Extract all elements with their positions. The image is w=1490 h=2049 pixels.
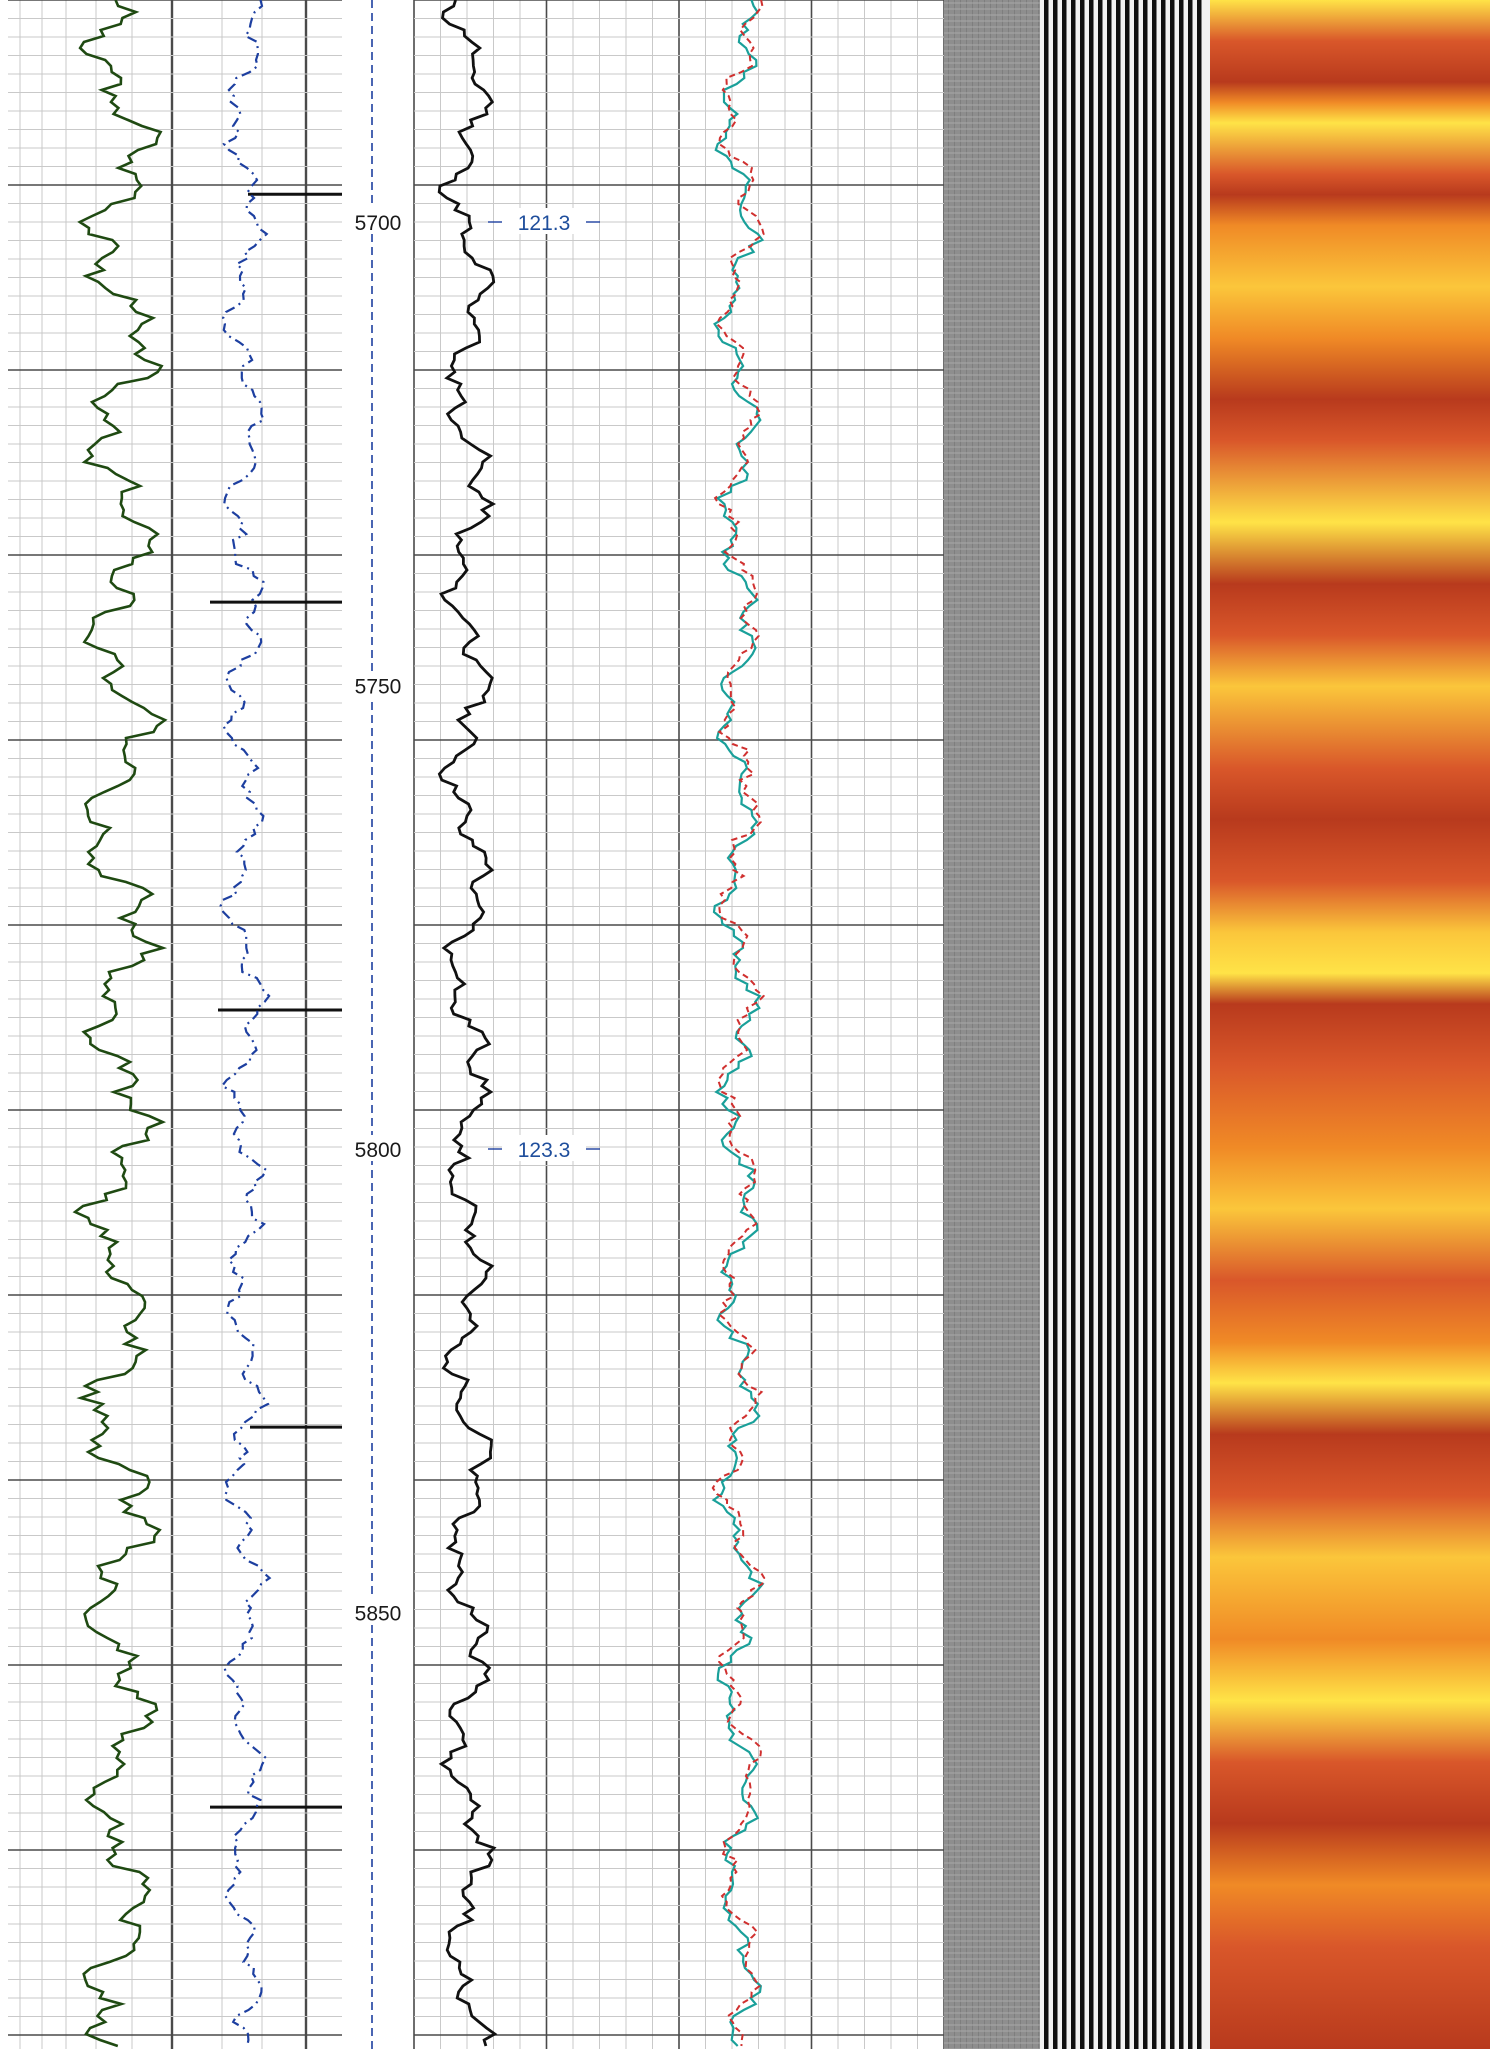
depth-track — [342, 0, 414, 2049]
stripe — [1098, 0, 1103, 2049]
stripe — [1152, 0, 1157, 2049]
annotation-label-bg — [502, 208, 586, 234]
stripe — [1116, 0, 1121, 2049]
track-3-grid — [413, 0, 945, 2049]
stripe — [1143, 0, 1148, 2049]
stripe — [1125, 0, 1130, 2049]
stripe — [1161, 0, 1166, 2049]
stripe — [1044, 0, 1049, 2049]
depth-tick-label: 5850 — [355, 1603, 402, 1626]
series-gamma-line — [72, 0, 168, 2048]
stripe — [1188, 0, 1193, 2049]
depth-label-bg — [346, 1598, 410, 1625]
stripe — [1080, 0, 1085, 2049]
stripe — [1071, 0, 1076, 2049]
stripe — [1179, 0, 1184, 2049]
depth-labels: 5700 5750 5800 5850 — [346, 208, 410, 1626]
series-teal-line — [711, 0, 765, 2047]
series-black-line — [437, 0, 498, 2047]
stripe — [1134, 0, 1139, 2049]
depth-tick-label: 5800 — [355, 1139, 402, 1162]
grey-band-track — [944, 0, 1040, 2049]
depth-label-bg — [346, 671, 410, 698]
stripe — [1197, 0, 1202, 2049]
depth-label-bg — [346, 208, 410, 234]
annotation-label: 123.3 — [518, 1139, 571, 1162]
depth-track-bg — [342, 0, 414, 2049]
stripe — [1053, 0, 1058, 2049]
depth-tick-label: 5750 — [355, 676, 402, 699]
series-red-dashed-line — [711, 0, 766, 2047]
heat-band-track — [1210, 0, 1490, 2049]
annotation-label: 121.3 — [518, 212, 571, 235]
stripe — [1170, 0, 1175, 2049]
track-1-grid — [8, 0, 342, 2049]
annotation-labels: 121.3 123.3 — [488, 208, 600, 1162]
stripe — [1089, 0, 1094, 2049]
stripe — [1062, 0, 1067, 2049]
striped-band-track — [1040, 0, 1210, 2049]
depth-label-bg — [346, 1135, 410, 1161]
annotation-label-bg — [502, 1135, 586, 1161]
stripe — [1107, 0, 1112, 2049]
marker-lines — [210, 192, 342, 1809]
depth-tick-label: 5700 — [355, 212, 402, 235]
series-blue-dashed-line — [219, 0, 272, 2047]
